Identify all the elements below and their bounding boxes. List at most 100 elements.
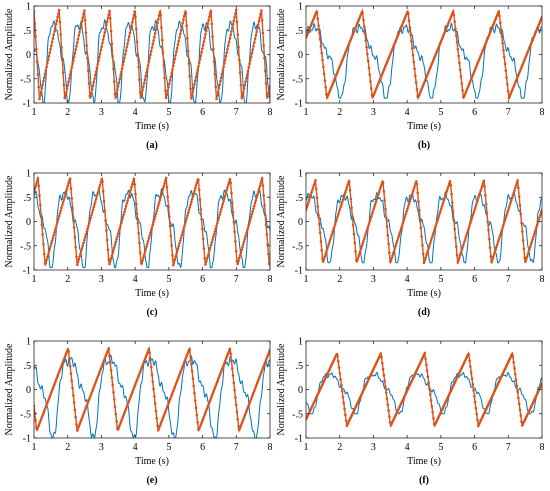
data-point: [451, 210, 455, 213]
data-point: [61, 362, 64, 366]
data-point: [218, 213, 221, 217]
series-markers: [306, 178, 542, 265]
data-point: [536, 220, 540, 224]
data-point: [362, 18, 365, 22]
data-point: [102, 34, 106, 38]
data-point: [108, 9, 111, 13]
x-tick-label: 4: [405, 274, 410, 285]
data-point: [105, 353, 108, 356]
y-axis-title: Normalized Amplitude: [276, 175, 287, 267]
data-point: [140, 92, 144, 96]
data-point: [258, 375, 262, 378]
data-point: [155, 209, 159, 213]
data-point: [227, 351, 230, 355]
data-point: [234, 8, 238, 12]
data-point: [145, 67, 149, 71]
data-point: [82, 12, 85, 16]
data-point: [58, 212, 62, 215]
data-point: [225, 355, 229, 359]
data-point: [197, 65, 200, 68]
data-point: [506, 211, 509, 214]
data-point: [160, 38, 164, 42]
data-point: [264, 82, 268, 85]
data-point: [239, 83, 243, 87]
data-point: [175, 379, 179, 383]
data-point: [502, 48, 505, 52]
data-point: [373, 202, 377, 206]
data-point: [487, 237, 491, 241]
data-point: [397, 234, 401, 238]
data-point: [188, 206, 192, 209]
data-point: [245, 73, 249, 76]
data-point: [127, 401, 130, 404]
data-point: [200, 217, 203, 221]
data-point: [116, 88, 119, 92]
data-point: [168, 215, 171, 218]
data-point: [320, 51, 324, 55]
data-point: [111, 251, 114, 255]
data-point: [81, 244, 85, 247]
data-point: [441, 202, 445, 205]
data-point: [249, 215, 253, 219]
data-point: [61, 58, 64, 62]
data-point: [50, 40, 54, 44]
data-point: [138, 78, 141, 82]
data-point: [414, 74, 417, 77]
data-point: [318, 222, 321, 226]
data-point: [162, 184, 166, 188]
data-point: [306, 206, 309, 209]
y-tick-label: 1: [26, 169, 31, 180]
data-point: [380, 355, 383, 359]
data-point: [501, 226, 504, 229]
data-point: [416, 191, 420, 195]
data-point: [341, 198, 345, 201]
data-point: [178, 36, 181, 39]
data-point: [196, 421, 199, 424]
data-point: [94, 73, 97, 77]
data-point: [202, 415, 206, 418]
data-point: [374, 200, 378, 204]
data-point: [355, 259, 359, 263]
data-point: [534, 228, 538, 231]
data-point: [223, 62, 226, 65]
y-tick-label: .5: [296, 26, 304, 37]
data-point: [101, 190, 105, 193]
data-point: [357, 254, 361, 258]
x-tick-label: 7: [234, 442, 239, 453]
data-point: [164, 176, 168, 180]
data-point: [480, 187, 483, 190]
data-point: [197, 61, 201, 65]
data-point: [510, 199, 513, 202]
y-tick-label: -1: [23, 434, 31, 445]
data-point: [51, 37, 55, 40]
data-point: [356, 257, 360, 260]
data-point: [90, 392, 93, 395]
data-point: [60, 45, 63, 49]
data-point: [214, 227, 218, 230]
data-point: [524, 257, 528, 261]
data-point: [234, 249, 238, 253]
x-tick-label: 1: [32, 107, 37, 118]
data-point: [450, 192, 453, 196]
data-point: [232, 220, 236, 224]
data-point: [201, 227, 204, 231]
data-point: [379, 185, 383, 189]
data-point: [411, 53, 415, 57]
data-point: [532, 233, 536, 236]
data-point: [175, 50, 178, 53]
data-point: [250, 51, 254, 55]
data-point: [384, 391, 388, 395]
data-point: [343, 407, 346, 411]
data-point: [76, 260, 80, 264]
data-point: [454, 34, 458, 37]
data-point: [180, 25, 184, 29]
data-point: [183, 358, 187, 362]
data-point: [499, 231, 503, 234]
data-point: [368, 220, 372, 223]
data-point: [53, 26, 57, 30]
data-point: [162, 64, 166, 67]
data-point: [320, 248, 324, 252]
data-point: [168, 82, 171, 86]
panel-label: (d): [418, 307, 430, 318]
data-point: [160, 420, 163, 424]
